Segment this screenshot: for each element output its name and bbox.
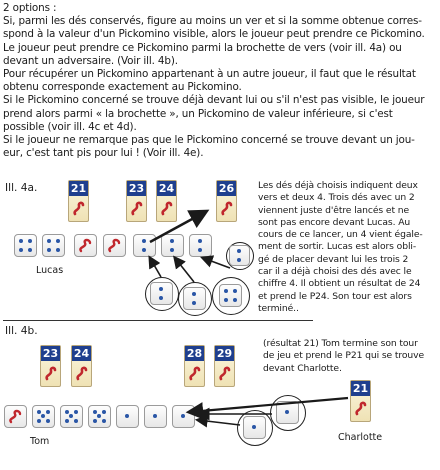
caption-line: vers et deux 4. Trois dés avec un 2 bbox=[258, 192, 415, 204]
worm-icon bbox=[9, 409, 22, 424]
ill-4a-caption: Les dés déjà choisis indiquent deux vers… bbox=[258, 180, 438, 315]
caption-line: car il a déjà choisi des dés avec le bbox=[258, 266, 412, 278]
worm-icon bbox=[218, 366, 230, 381]
tile-number: 23 bbox=[127, 181, 146, 196]
caption-line: viennent juste d'être lancés et ne bbox=[258, 204, 410, 216]
worm-icon bbox=[75, 366, 87, 381]
worm-icon bbox=[354, 401, 366, 416]
tile-number: 24 bbox=[72, 346, 91, 361]
rules-line: Si le joueur ne remarque pas que le Pick… bbox=[3, 134, 415, 147]
rules-line: possible (voir ill. 4c et 4d). bbox=[3, 120, 137, 133]
die-one bbox=[172, 405, 195, 428]
arrow bbox=[185, 396, 349, 420]
pickomino-tile: 21 bbox=[68, 180, 89, 222]
rules-line: Si le Pickomino concerné se trouve déjà … bbox=[3, 94, 425, 107]
rules-line: devant un adversaire. (Voir ill. 4b). bbox=[3, 54, 178, 67]
die-five bbox=[88, 405, 111, 428]
die-two bbox=[150, 282, 173, 305]
die-five bbox=[32, 405, 55, 428]
player-name: Tom bbox=[30, 436, 50, 447]
die-two bbox=[161, 234, 184, 257]
die-worm bbox=[4, 405, 27, 428]
worm-icon bbox=[44, 366, 56, 381]
ill-4b-caption: (résultat 21) Tom termine son tour de je… bbox=[263, 338, 438, 375]
rules-text: 2 options : Si, parmi les dés conservés,… bbox=[3, 2, 437, 160]
tile-number: 21 bbox=[351, 381, 370, 396]
caption-line: sont pas encore devant Lucas. Au bbox=[258, 216, 411, 228]
opponent-name: Charlotte bbox=[338, 432, 383, 443]
tile-number: 21 bbox=[69, 181, 88, 196]
die-four bbox=[14, 234, 37, 257]
ill-4a-label: Ill. 4a. bbox=[5, 182, 38, 194]
tile-number: 29 bbox=[215, 346, 234, 361]
pickomino-tile: 26 bbox=[216, 180, 237, 222]
arrow bbox=[148, 255, 162, 278]
die-two bbox=[229, 245, 250, 266]
worm-icon bbox=[130, 201, 142, 216]
die-two bbox=[189, 234, 212, 257]
die-four bbox=[42, 234, 65, 257]
tile-number: 23 bbox=[41, 346, 60, 361]
pickomino-tile: 29 bbox=[214, 345, 235, 387]
worm-icon bbox=[220, 201, 232, 216]
worm-icon bbox=[188, 366, 200, 381]
rules-line: 2 options : bbox=[3, 2, 57, 14]
die-worm bbox=[103, 234, 126, 257]
die-four bbox=[219, 284, 242, 307]
caption-line: et prend le P24. Son tour est alors bbox=[258, 290, 412, 302]
worm-icon bbox=[108, 238, 121, 253]
tile-number: 28 bbox=[185, 346, 204, 361]
section-divider bbox=[3, 320, 313, 321]
caption-line: gé de placer devant lui les trois 2 bbox=[258, 253, 409, 265]
rules-line: eur, c'est tant pis pour lui ! (Voir ill… bbox=[3, 147, 204, 160]
thrown-die-ring bbox=[226, 242, 254, 270]
tile-number: 26 bbox=[217, 181, 236, 196]
thrown-die-ring bbox=[212, 277, 250, 315]
pickomino-tile: 23 bbox=[40, 345, 61, 387]
arrow bbox=[194, 414, 241, 428]
die-two bbox=[133, 234, 156, 257]
die-one bbox=[243, 416, 266, 439]
die-five bbox=[60, 405, 83, 428]
caption-line: devant Charlotte. bbox=[263, 362, 342, 374]
worm-icon bbox=[72, 201, 84, 216]
player-name: Lucas bbox=[36, 265, 64, 276]
pickomino-tile: 24 bbox=[156, 180, 177, 222]
die-one bbox=[116, 405, 139, 428]
caption-line: de jeu et prend le P21 qui se trouve bbox=[263, 350, 425, 362]
worm-icon bbox=[79, 238, 92, 253]
pickomino-tile: 23 bbox=[126, 180, 147, 222]
pickomino-tile: 24 bbox=[71, 345, 92, 387]
rules-line: Le joueur peut prendre ce Pickomino parm… bbox=[3, 41, 402, 54]
rules-line: spond à la valeur d'un Pickomino visible… bbox=[3, 28, 425, 41]
die-one bbox=[276, 401, 299, 424]
thrown-die-ring bbox=[178, 282, 212, 316]
die-two bbox=[183, 287, 206, 310]
rules-line: obtenu corresponde exactement au Pickomi… bbox=[3, 81, 242, 94]
die-one bbox=[144, 405, 167, 428]
rules-line: Si, parmi les dés conservés, figure au m… bbox=[3, 15, 422, 28]
pickomino-tile: 21 bbox=[350, 380, 371, 422]
pickomino-tile: 28 bbox=[184, 345, 205, 387]
caption-line: cours de ce lancer, un 4 vient égale- bbox=[258, 229, 423, 241]
tile-number: 24 bbox=[157, 181, 176, 196]
caption-line: (résultat 21) Tom termine son tour bbox=[263, 338, 418, 349]
worm-icon bbox=[160, 201, 172, 216]
caption-line: chiffre 4. Il obtient un résultat de 24 bbox=[258, 278, 421, 290]
caption-line: ment de sortir. Lucas est alors obli- bbox=[258, 241, 417, 253]
arrow bbox=[173, 255, 195, 283]
caption-line: Les dés déjà choisis indiquent deux bbox=[258, 180, 418, 191]
caption-line: terminé.. bbox=[258, 302, 299, 314]
rules-line: Pour récupérer un Pickomino appartenant … bbox=[3, 68, 416, 81]
ill-4b-label: Ill. 4b. bbox=[5, 325, 38, 337]
rules-line: prend alors parmi « la brochette », un P… bbox=[3, 107, 393, 120]
die-worm bbox=[74, 234, 97, 257]
